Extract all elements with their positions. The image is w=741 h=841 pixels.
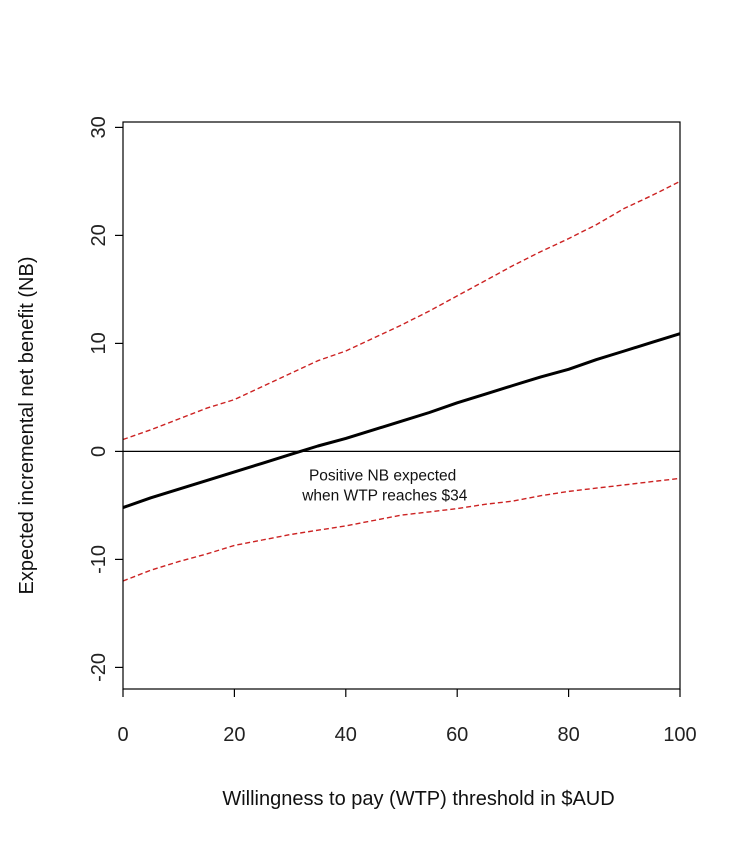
y-axis-title: Expected incremental net benefit (NB)	[16, 257, 38, 595]
y-tick-label-5: 30	[88, 116, 110, 138]
annotation-line-1: Positive NB expected	[309, 468, 456, 485]
y-tick-label-2: 0	[88, 446, 110, 457]
series-line-lower	[122, 477, 681, 582]
x-tick-label-1: 20	[223, 724, 245, 746]
axis-ticks: 0 20 40 60 80 100 -20 -10 0 10 20 30	[88, 116, 697, 746]
y-tick-label-0: -20	[88, 653, 110, 682]
y-tick-label-1: -10	[88, 545, 110, 574]
x-tick-label-5: 100	[663, 724, 696, 746]
annotation-line-2: when WTP reaches $34	[301, 488, 468, 505]
series-line-mean	[122, 332, 681, 510]
x-tick-label-4: 80	[557, 724, 579, 746]
annotation-text: Positive NB expected when WTP reaches $3…	[301, 468, 468, 505]
x-tick-label-2: 40	[335, 724, 357, 746]
x-tick-label-3: 60	[446, 724, 468, 746]
plot-frame	[122, 121, 681, 690]
y-tick-label-4: 20	[88, 224, 110, 246]
y-tick-label-3: 10	[88, 332, 110, 354]
x-axis-title: Willingness to pay (WTP) threshold in $A…	[222, 788, 614, 810]
series-group	[122, 180, 681, 582]
x-tick-label-0: 0	[117, 724, 128, 746]
series-line-upper	[122, 180, 681, 441]
